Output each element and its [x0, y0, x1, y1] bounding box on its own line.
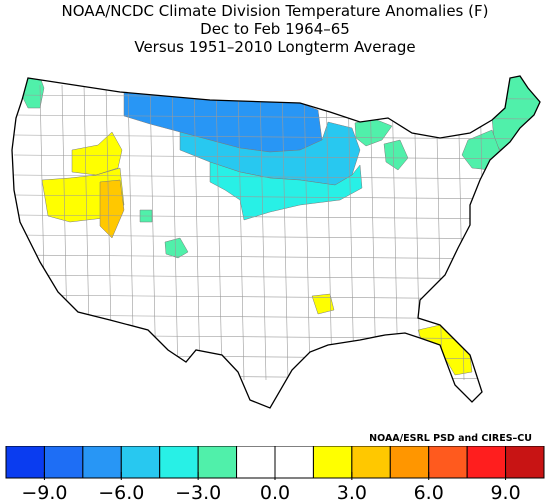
division-line: [13, 214, 536, 220]
color-swatch: [159, 446, 199, 479]
us-climate-division-map: [11, 75, 541, 409]
map-subtitle-baseline: Versus 1951–2010 Longterm Average: [134, 38, 416, 56]
anomaly-regions: [21, 76, 540, 376]
color-swatch: [43, 446, 84, 479]
color-swatch: [274, 446, 314, 479]
division-line: [479, 84, 487, 381]
color-swatch: [351, 446, 391, 479]
region-arkansas-spot: [311, 293, 335, 315]
division-line: [13, 374, 536, 380]
color-swatch: [466, 446, 507, 479]
division-line: [13, 194, 536, 200]
division-line: [83, 84, 91, 381]
color-swatch: [236, 446, 276, 479]
color-swatch: [428, 446, 468, 479]
division-line: [13, 254, 536, 260]
region-montana-idaho: [71, 131, 123, 176]
scale-tick-label: −3.0: [175, 482, 222, 504]
color-swatch: [312, 446, 353, 479]
division-line: [61, 84, 69, 381]
division-line: [13, 94, 536, 100]
division-line: [237, 84, 245, 381]
division-line: [193, 84, 201, 381]
division-line: [127, 84, 135, 381]
division-line: [215, 84, 223, 381]
division-line: [13, 294, 536, 300]
scale-tick-label: 0.0: [259, 482, 291, 504]
division-line: [369, 84, 377, 381]
scale-tick-label: −9.0: [21, 482, 68, 504]
scale-tick-label: 3.0: [336, 482, 367, 504]
division-line: [149, 84, 157, 381]
region-southern-michigan: [383, 139, 409, 171]
scale-tick-label: 6.0: [413, 482, 444, 504]
division-line: [13, 154, 536, 160]
data-credit: NOAA/ESRL PSD and CIRES–CU: [369, 433, 532, 444]
color-swatch: [120, 446, 161, 479]
color-swatch: [389, 446, 430, 479]
division-line: [13, 334, 536, 340]
division-line: [39, 84, 47, 381]
color-swatch: [5, 446, 45, 479]
scale-tick-label: −6.0: [98, 482, 145, 504]
division-line: [13, 174, 536, 180]
region-utah-central: [99, 179, 125, 239]
color-swatch: [82, 446, 122, 479]
region-new-mexico-spot: [164, 237, 189, 259]
map-subtitle-period: Dec to Feb 1964–65: [200, 20, 350, 38]
division-line: [259, 84, 267, 381]
division-line: [325, 84, 333, 381]
division-line: [13, 234, 536, 240]
division-line: [303, 84, 311, 381]
color-swatch: [505, 446, 545, 479]
map-title: NOAA/NCDC Climate Division Temperature A…: [61, 2, 489, 20]
division-line: [347, 84, 355, 381]
color-scale-bar: [5, 446, 545, 480]
division-line: [281, 84, 289, 381]
division-line: [13, 274, 536, 280]
division-line: [13, 134, 536, 140]
conus-outline: [11, 75, 541, 409]
division-line: [457, 84, 465, 381]
division-line: [391, 84, 399, 381]
color-swatch: [197, 446, 238, 479]
division-line: [171, 84, 179, 381]
scale-tick-label: 9.0: [490, 482, 521, 504]
region-northwest-washington: [21, 76, 45, 109]
